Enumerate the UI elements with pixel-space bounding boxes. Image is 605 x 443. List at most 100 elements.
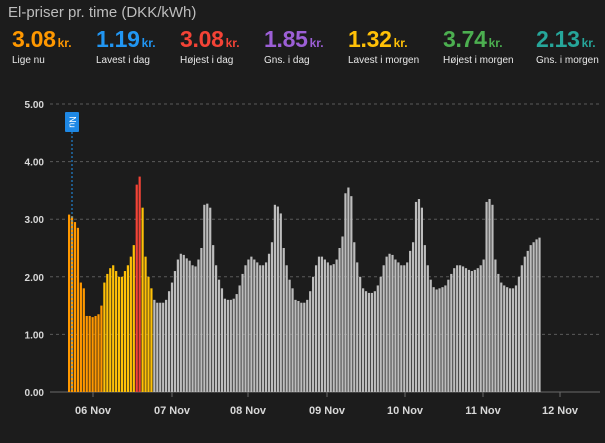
price-bar [409,250,412,392]
price-bar [262,265,265,392]
price-bar [353,242,356,392]
stat-value: 2.13 [536,26,580,52]
price-bar [232,298,235,392]
price-bar [429,279,432,392]
price-bar [300,302,303,392]
price-bar [115,271,118,392]
price-bar [438,288,441,392]
price-bar [479,265,482,392]
price-bar [244,265,247,392]
stat-label: Gns. i morgen [536,55,599,66]
y-tick-label: 3.00 [25,215,45,226]
price-bar [344,193,347,392]
price-bar [285,265,288,392]
stat-label: Lavest i dag [96,55,150,66]
price-bar [288,279,291,392]
stat-average-today: 1.85 kr. Gns. i dag [264,26,324,66]
stat-unit: kr. [393,36,408,50]
price-bar [450,273,453,392]
price-bar [147,276,150,392]
price-bar [126,265,129,392]
price-bar [203,204,206,392]
price-bar [112,265,115,392]
stat-label: Lavest i morgen [348,55,420,66]
price-bar [256,262,259,392]
price-bar [106,273,109,392]
price-bar [535,239,538,392]
price-bar [514,285,518,392]
price-bar [291,288,294,392]
price-bar [215,265,218,392]
x-tick-label: 07 Nov [154,405,191,417]
price-bar [341,236,344,392]
price-bar [411,242,415,392]
y-tick-label: 4.00 [25,158,45,169]
price-bar [441,287,444,392]
price-bar [159,302,162,392]
price-bar [79,282,82,392]
price-bar [109,268,112,392]
price-bar [461,266,465,392]
price-bar [476,268,479,392]
price-bar [506,287,509,392]
y-tick-label: 0.00 [25,388,45,399]
price-chart-svg: 0.00 1.00 2.00 3.00 4.00 5.00 06 Nov 07 Nov 08 N… [25,100,600,417]
price-bar [403,265,406,392]
x-tick-label: 12 Nov [542,405,579,417]
price-bar [511,288,515,392]
price-bar [273,204,276,392]
price-bar [135,184,138,392]
price-bar [482,259,485,392]
price-bar [170,282,174,392]
stat-label: Højest i dag [180,55,234,66]
stat-lowest-today: 1.19 kr. Lavest i dag [96,26,156,66]
price-bar [338,248,341,392]
price-bar [312,276,315,392]
price-bar [447,279,450,392]
price-bar [332,264,335,392]
x-tick-label: 08 Nov [230,405,267,417]
now-marker-box [65,112,79,132]
price-bar [497,273,500,392]
price-bar [200,248,203,392]
price-bar [247,259,250,392]
price-bar [320,256,324,392]
price-bar [494,259,497,392]
stat-highest-today: 3.08 kr. Højest i dag [180,26,240,66]
price-stats: 3.08 kr. Lige nu 1.19 kr. Lavest i dag 3.0… [0,26,605,76]
price-bar [185,258,188,392]
price-bar [414,201,418,392]
price-bar [68,214,71,392]
price-bar [188,260,191,392]
price-bar [459,265,462,392]
price-bar [376,285,379,392]
stat-label: Højest i morgen [443,55,514,66]
price-bar [212,245,215,392]
price-bar [362,288,365,392]
price-chart: 0.00 1.00 2.00 3.00 4.00 5.00 06 Nov 07 Nov 08 N… [0,88,605,443]
price-bar [138,176,141,392]
price-bar [400,265,403,392]
price-bar [156,302,159,392]
price-bar [91,317,94,392]
price-bar [367,292,371,392]
price-bar [303,302,306,392]
stat-unit: kr. [488,36,503,50]
price-bar [85,315,88,392]
price-bar [220,288,224,392]
price-bar [123,271,127,392]
price-bar [426,265,429,392]
stat-unit: kr. [581,36,596,50]
x-tick-label: 06 Nov [75,405,112,417]
price-bar [97,314,100,392]
y-tick-label: 5.00 [25,100,45,111]
price-bar [179,253,182,392]
y-tick-label: 1.00 [25,330,45,341]
price-bar [206,203,209,392]
price-bar [314,265,318,392]
x-tick-label: 11 Nov [465,405,501,417]
stat-unit: kr. [309,36,324,50]
stat-value: 3.08 [180,26,224,52]
price-bar [76,227,80,392]
